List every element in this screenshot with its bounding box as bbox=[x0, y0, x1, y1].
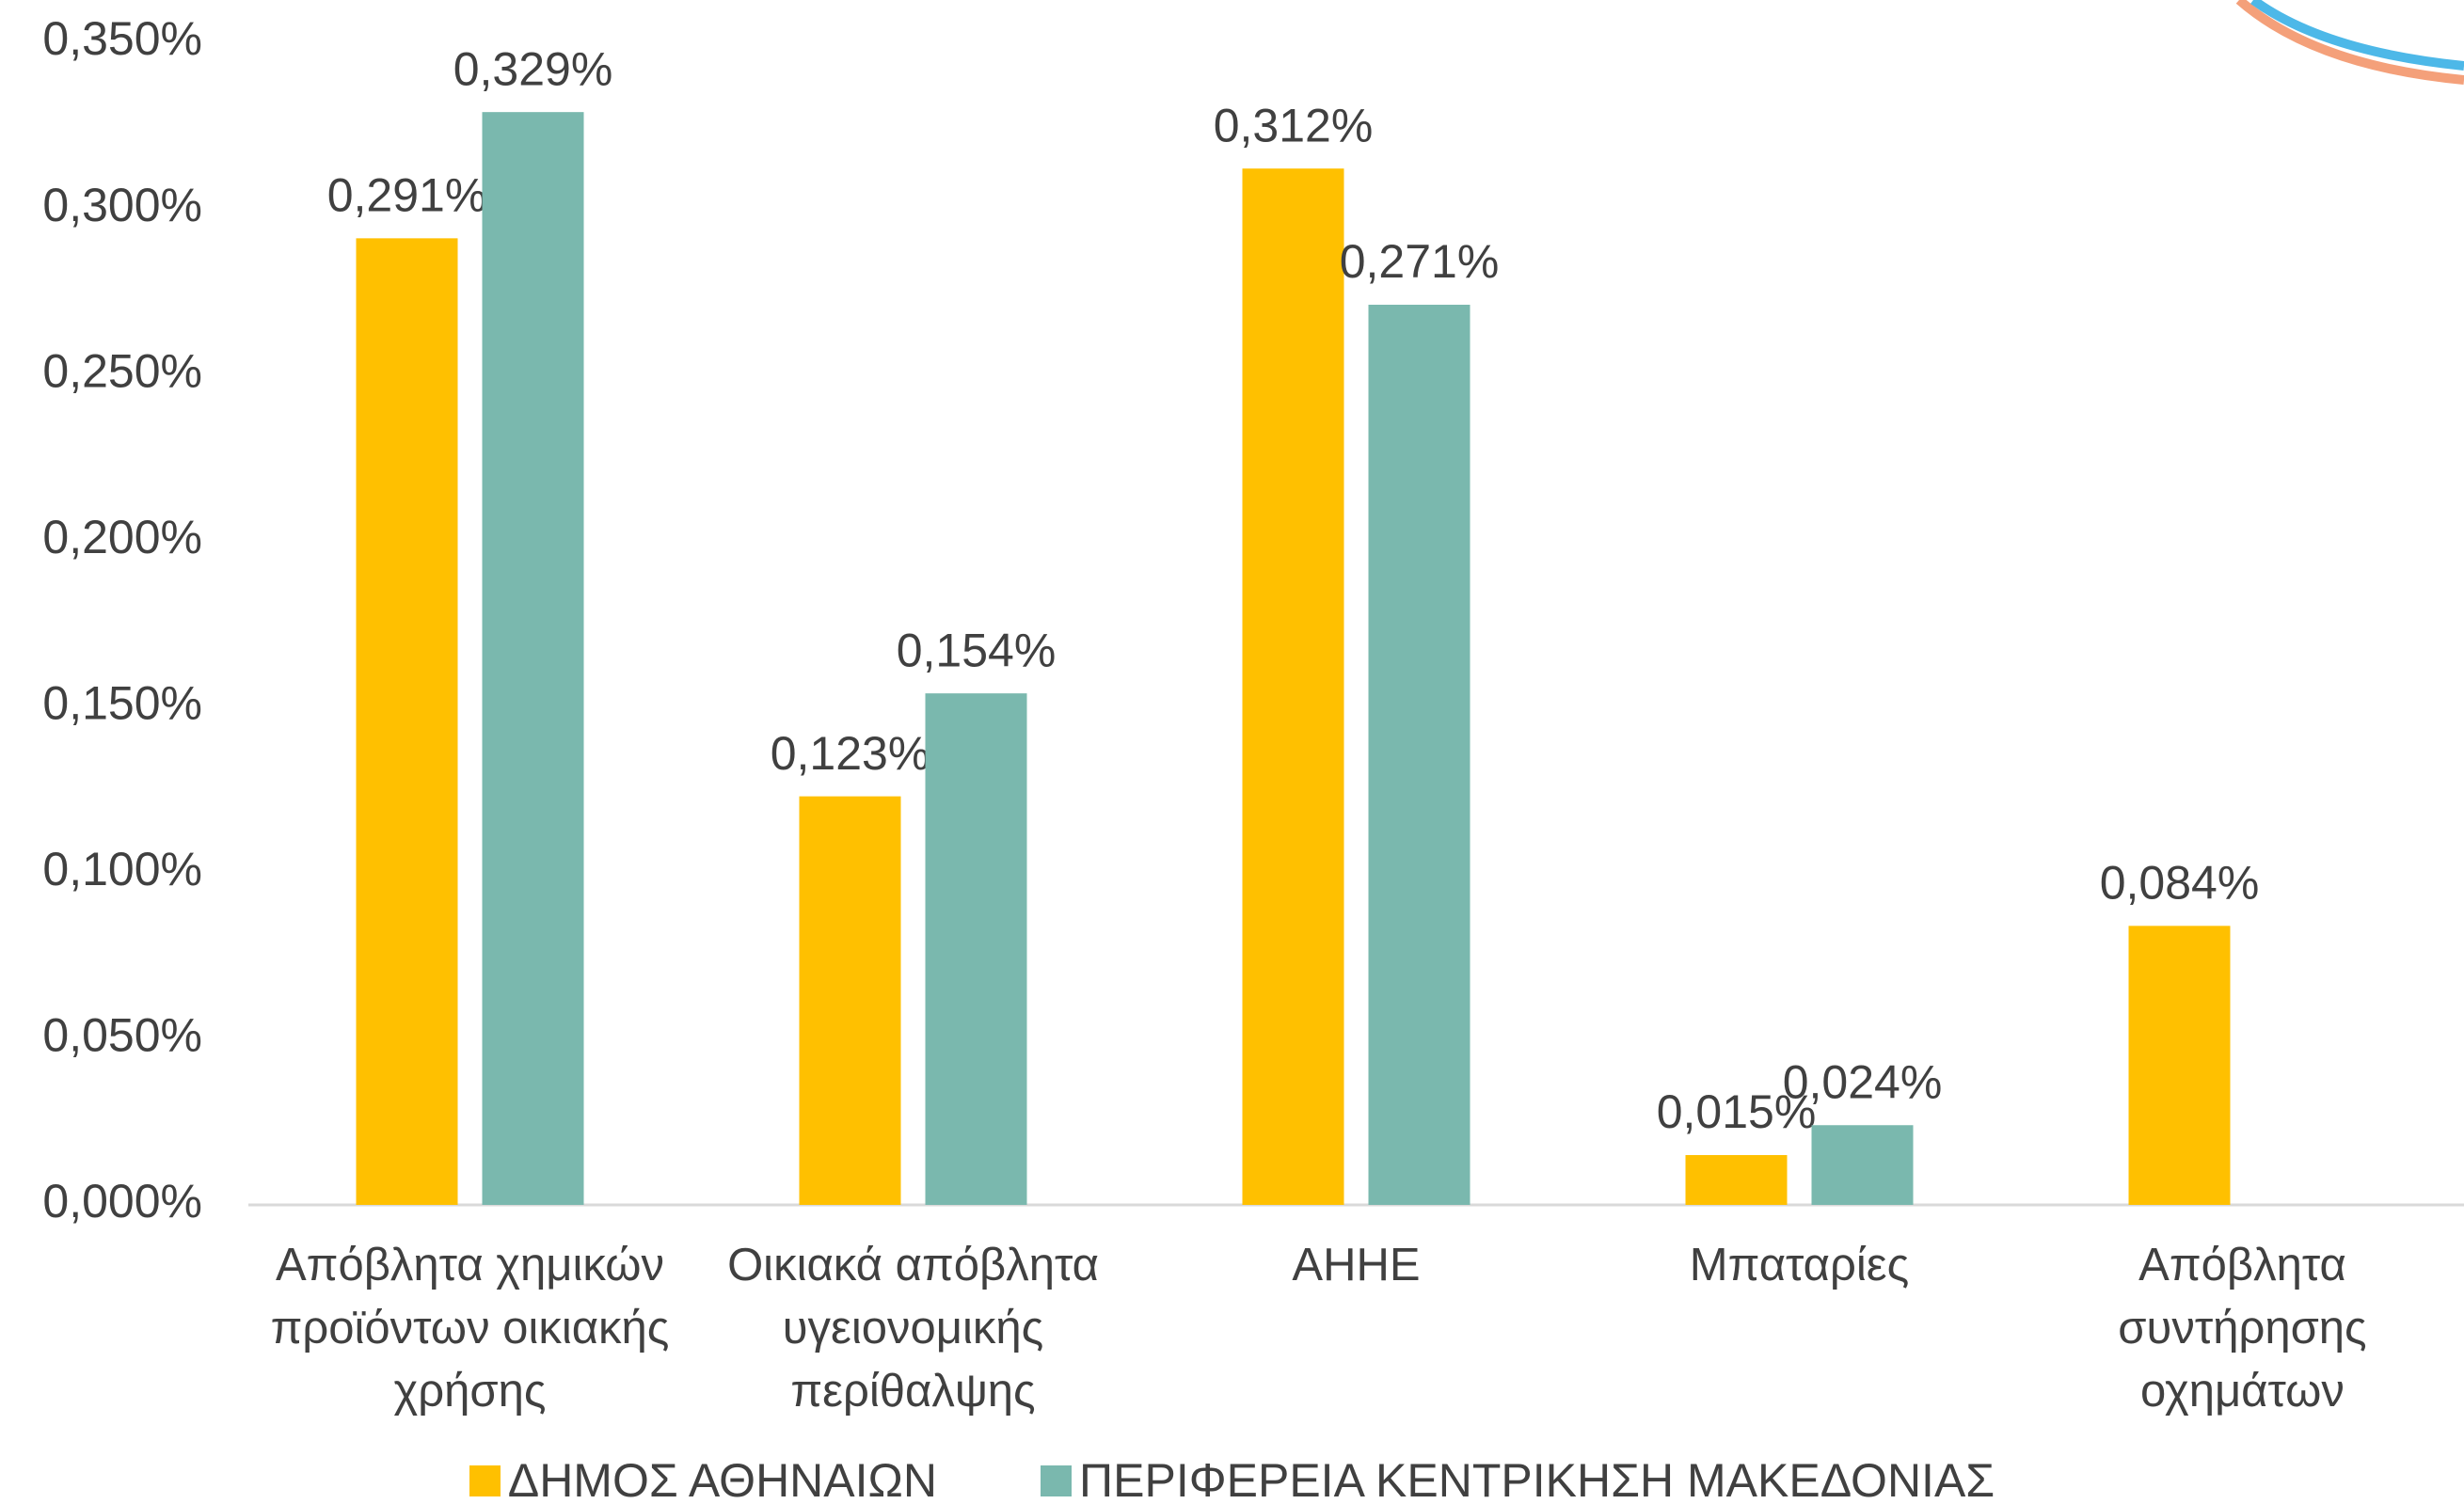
bar bbox=[800, 797, 901, 1205]
data-label: 0,123% bbox=[771, 727, 930, 780]
bar bbox=[483, 112, 584, 1205]
bar bbox=[357, 238, 458, 1205]
x-tick-label: Οικιακά απόβλητα υγειονομικής περίθαλψης bbox=[692, 1234, 1135, 1423]
x-tick-label: ΑΗΗΕ bbox=[1136, 1234, 1578, 1297]
data-label: 0,154% bbox=[897, 624, 1057, 676]
y-tick-label: 0,250% bbox=[42, 344, 202, 397]
bar bbox=[1686, 1155, 1788, 1205]
bar bbox=[1812, 1125, 1914, 1205]
bar bbox=[926, 693, 1027, 1205]
data-label: 0,271% bbox=[1340, 235, 1500, 288]
y-tick-label: 0,100% bbox=[42, 843, 202, 895]
y-tick-label: 0,150% bbox=[42, 676, 202, 729]
y-tick-label: 0,050% bbox=[42, 1009, 202, 1062]
bar bbox=[1369, 305, 1470, 1205]
y-tick-label: 0,200% bbox=[42, 511, 202, 563]
data-label: 0,291% bbox=[327, 169, 487, 222]
legend-label: ΠΕΡΙΦΕΡΕΙΑ ΚΕΝΤΡΙΚΗΣΗ ΜΑΚΕΔΟΝΙΑΣ bbox=[1079, 1453, 1995, 1504]
bar bbox=[2129, 926, 2231, 1205]
legend-item: ΔΗΜΟΣ ΑΘΗΝΑΙΩΝ bbox=[469, 1453, 937, 1504]
x-tick-label: Απόβλητα συντήρησης οχημάτων bbox=[2022, 1234, 2464, 1423]
data-label: 0,329% bbox=[453, 42, 613, 95]
legend-swatch bbox=[469, 1465, 501, 1496]
y-tick-label: 0,000% bbox=[42, 1175, 202, 1227]
y-tick-label: 0,300% bbox=[42, 179, 202, 231]
data-label: 0,312% bbox=[1214, 99, 1374, 151]
data-label: 0,084% bbox=[2100, 857, 2260, 910]
legend-label: ΔΗΜΟΣ ΑΘΗΝΑΙΩΝ bbox=[508, 1453, 937, 1504]
x-tick-label: Απόβλητα χημικών προϊόντων οικιακής χρήσ… bbox=[249, 1234, 692, 1423]
legend: ΔΗΜΟΣ ΑΘΗΝΑΙΩΝ ΠΕΡΙΦΕΡΕΙΑ ΚΕΝΤΡΙΚΗΣΗ ΜΑΚΕ… bbox=[0, 1453, 2464, 1504]
legend-item: ΠΕΡΙΦΕΡΕΙΑ ΚΕΝΤΡΙΚΗΣΗ ΜΑΚΕΔΟΝΙΑΣ bbox=[1041, 1453, 1995, 1504]
x-tick-label: Μπαταρίες bbox=[1579, 1234, 2021, 1297]
bar bbox=[1243, 168, 1344, 1205]
y-tick-label: 0,350% bbox=[42, 12, 202, 65]
data-label: 0,024% bbox=[1783, 1055, 1943, 1108]
chart-page: 0,000% 0,050% 0,100% 0,150% 0,200% 0,250% 0,30… bbox=[0, 0, 2464, 1504]
legend-swatch bbox=[1041, 1465, 1072, 1496]
